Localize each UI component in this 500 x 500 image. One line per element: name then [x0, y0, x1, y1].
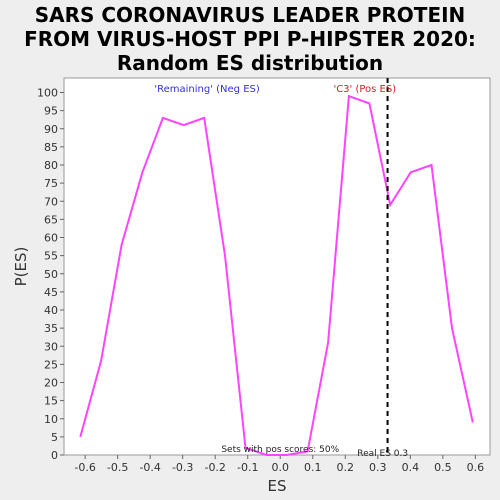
- y-tick-label: 95: [44, 105, 58, 118]
- y-tick-label: 60: [44, 232, 58, 245]
- y-tick-label: 10: [44, 413, 58, 426]
- chart-title-line-1: SARS CORONAVIRUS LEADER PROTEIN: [34, 3, 466, 27]
- y-tick-label: 35: [44, 322, 58, 335]
- x-axis-ticks: -0.6 -0.5 -0.4 -0.3 -0.2 -0.1 0.0 0.1 0.2 0.3 0.4 0…: [74, 455, 484, 474]
- real-es-label: Real ES 0.3: [357, 449, 408, 459]
- y-tick-label: 0: [51, 449, 58, 462]
- x-tick-label: 0.5: [434, 461, 452, 474]
- x-tick-label: -0.4: [139, 461, 160, 474]
- x-tick-label: -0.5: [107, 461, 128, 474]
- x-tick-label: 0.4: [402, 461, 420, 474]
- y-tick-label: 5: [51, 431, 58, 444]
- y-tick-label: 45: [44, 286, 58, 299]
- y-tick-label: 90: [44, 123, 58, 136]
- x-tick-label: -0.6: [74, 461, 95, 474]
- neg-es-annotation: 'Remaining' (Neg ES): [154, 84, 260, 95]
- x-tick-label: -0.2: [204, 461, 225, 474]
- x-tick-label: 0.3: [369, 461, 387, 474]
- y-axis-ticks: 0 5 10 15 20 25 30 35 40 45 50 55 60 65 70 75 80 85 90 95 10…: [37, 87, 64, 462]
- y-tick-label: 65: [44, 213, 58, 226]
- y-tick-label: 75: [44, 177, 58, 190]
- y-axis-label: P(ES): [12, 247, 30, 287]
- y-tick-label: 70: [44, 195, 58, 208]
- chart-title-line-3: Random ES distribution: [116, 51, 384, 75]
- y-tick-label: 85: [44, 141, 58, 154]
- y-tick-label: 55: [44, 250, 58, 263]
- y-tick-label: 15: [44, 395, 58, 408]
- y-tick-label: 80: [44, 159, 58, 172]
- x-tick-label: 0.6: [467, 461, 485, 474]
- y-tick-label: 40: [44, 304, 58, 317]
- x-tick-label: 0.1: [304, 461, 322, 474]
- y-tick-label: 30: [44, 340, 58, 353]
- sets-note: Sets with pos scores: 50%: [221, 445, 339, 455]
- x-tick-label: 0.2: [337, 461, 355, 474]
- x-tick-label: -0.3: [172, 461, 193, 474]
- series-line: [79, 94, 474, 456]
- x-tick-label: -0.1: [237, 461, 258, 474]
- y-tick-label: 100: [37, 87, 58, 100]
- chart-title-line-2: FROM VIRUS-HOST PPI P-HIPSTER 2020:: [24, 27, 476, 51]
- y-tick-label: 20: [44, 377, 58, 390]
- y-tick-label: 25: [44, 358, 58, 371]
- pos-es-annotation: 'C3' (Pos ES): [333, 84, 396, 95]
- y-tick-label: 50: [44, 268, 58, 281]
- plot-area: [63, 77, 491, 456]
- x-axis-label: ES: [268, 477, 287, 495]
- x-tick-label: 0.0: [272, 461, 290, 474]
